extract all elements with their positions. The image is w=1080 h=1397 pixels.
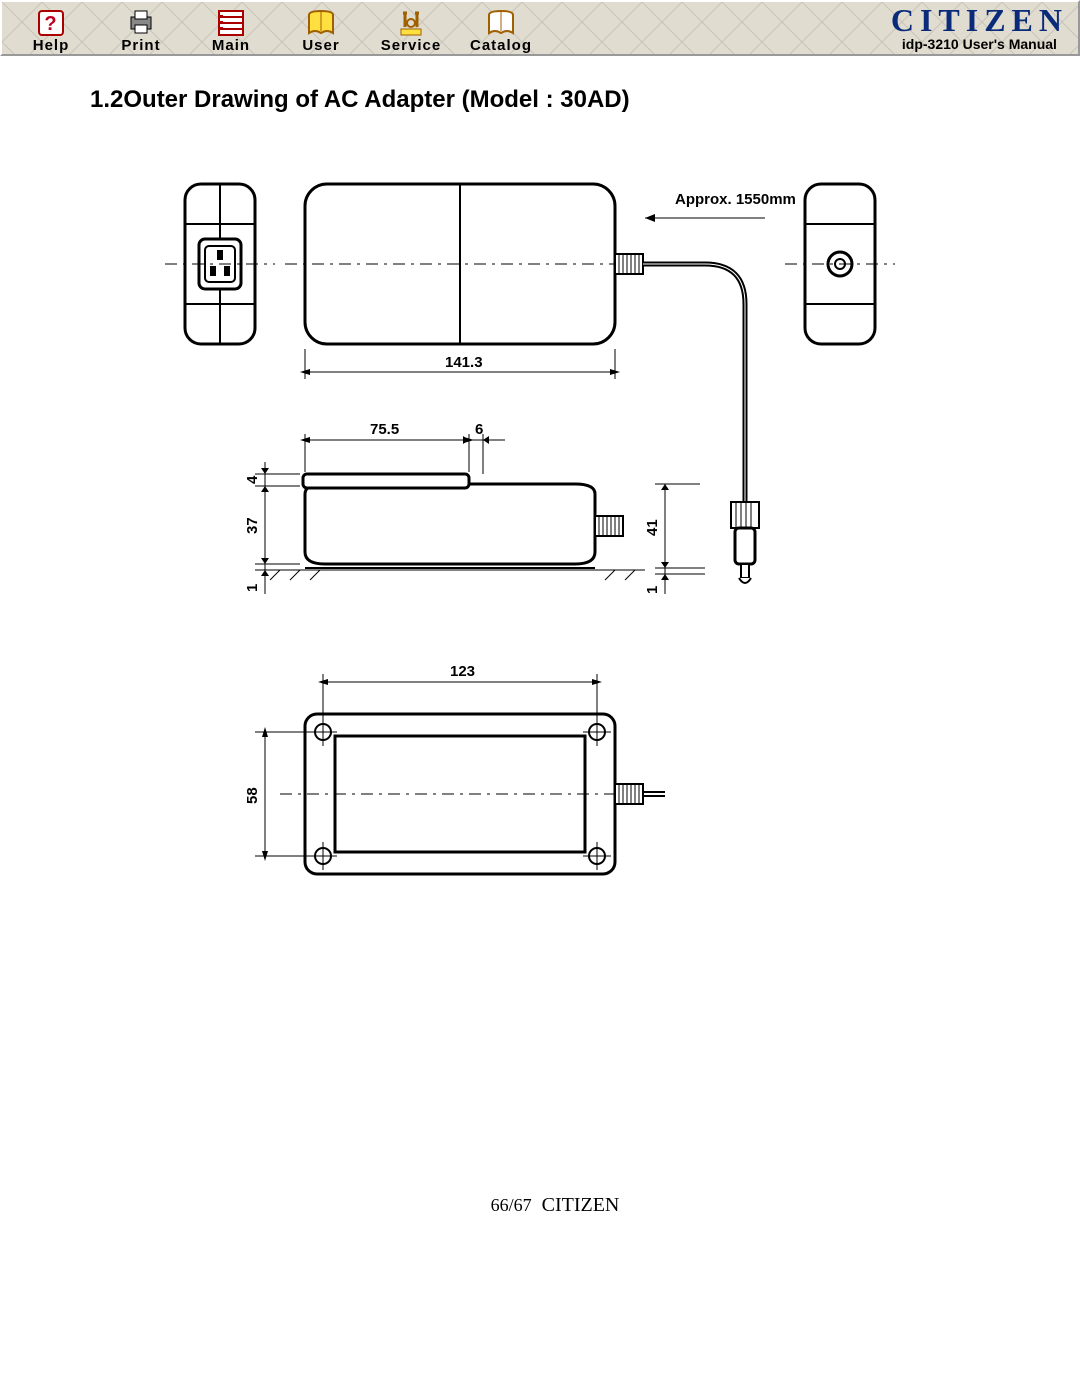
page-body: 1.2Outer Drawing of AC Adapter (Model : … [0, 56, 1080, 1257]
page-footer: 66/67 CITIZEN [90, 1194, 1020, 1217]
user-button[interactable]: User [276, 2, 366, 54]
dim-side-foot: 1 [244, 584, 261, 592]
svg-text:?: ? [44, 13, 57, 35]
technical-drawing: Approx. 1550mm 141.3 [145, 174, 965, 1074]
dim-top-width: 141.3 [445, 354, 483, 371]
dim-bottom-height: 58 [244, 787, 261, 804]
dim-side-depth: 75.5 [370, 421, 399, 438]
dim-cable-label: Approx. 1550mm [675, 191, 796, 208]
dim-bottom-width: 123 [450, 663, 475, 680]
dim-side-top-gap: 4 [244, 475, 261, 484]
toolbar: ? Help Print Main User Service Catalog C… [0, 0, 1080, 56]
print-button[interactable]: Print [96, 2, 186, 54]
brand-logo: CITIZEN [891, 4, 1068, 36]
catalog-button[interactable]: Catalog [456, 2, 546, 54]
footer-brand: CITIZEN [542, 1194, 620, 1216]
service-label: Service [381, 37, 441, 54]
main-button[interactable]: Main [186, 2, 276, 54]
brand-block: CITIZEN idp-3210 User's Manual [891, 4, 1074, 52]
page-number: 66/67 [491, 1195, 532, 1215]
help-icon: ? [35, 9, 67, 37]
user-label: User [302, 37, 339, 54]
main-icon [215, 9, 247, 37]
help-label: Help [33, 37, 70, 54]
dim-cable-foot: 1 [644, 586, 661, 594]
brand-subtitle: idp-3210 User's Manual [902, 36, 1057, 52]
section-title: 1.2Outer Drawing of AC Adapter (Model : … [90, 86, 1020, 114]
main-label: Main [212, 37, 250, 54]
dim-side-lip: 6 [475, 421, 483, 438]
service-icon [395, 9, 427, 37]
catalog-icon [485, 9, 517, 37]
user-icon [305, 9, 337, 37]
print-icon [125, 9, 157, 37]
dim-side-height: 37 [244, 517, 261, 534]
help-button[interactable]: ? Help [6, 2, 96, 54]
service-button[interactable]: Service [366, 2, 456, 54]
print-label: Print [121, 37, 160, 54]
catalog-label: Catalog [470, 37, 532, 54]
dim-cable-height: 41 [644, 519, 661, 536]
